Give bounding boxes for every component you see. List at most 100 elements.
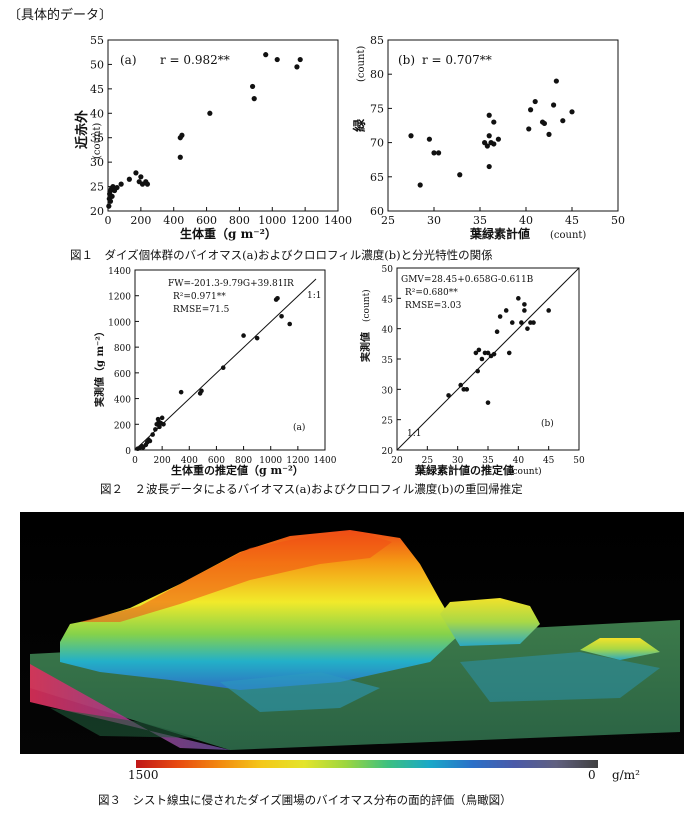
fig2a-ytick-label: 200 <box>114 421 131 431</box>
fig1a-data-point <box>127 177 132 182</box>
fig1a-data-point <box>145 182 150 187</box>
fig2b-data-point <box>480 357 485 362</box>
fig2a-data-point <box>221 365 226 370</box>
fig1a-data-point <box>108 199 113 204</box>
fig1a-data-point <box>250 84 255 89</box>
fig2b-xtick-label: 40 <box>513 456 525 466</box>
fig1b-data-point <box>496 137 501 142</box>
fig1b-data-point <box>427 137 432 142</box>
fig1a-ytick-label: 55 <box>90 34 104 47</box>
fig1b-data-point <box>408 133 413 138</box>
fig2a-data-point <box>199 389 204 394</box>
fig1a-data-point <box>179 133 184 138</box>
fig1a-data-point <box>275 57 280 62</box>
fig2b-ytick-label: 35 <box>382 356 394 366</box>
fig2b-equation: GMV=28.45+0.658G-0.611B <box>401 275 534 285</box>
fig1b-ytick-label: 85 <box>370 34 384 47</box>
fig2a-data-point <box>255 336 260 341</box>
fig1b-data-point <box>546 132 551 137</box>
fig1b-data-point <box>569 109 574 114</box>
fig2b-data-point <box>510 320 515 325</box>
fig1a-xtick-label: 200 <box>130 214 151 227</box>
fig2b-xunit: (count) <box>509 466 542 477</box>
fig2b-data-point <box>486 400 491 405</box>
fig1a-data-point <box>298 57 303 62</box>
fig1a-data-point <box>178 155 183 160</box>
fig1b-data-point <box>491 141 496 146</box>
fig2a-ylabel: 実測値（g m⁻²） <box>93 326 106 407</box>
fig2b-ytick-label: 30 <box>382 386 394 396</box>
fig2a-ytick-label: 1200 <box>108 293 131 303</box>
fig1a-chart: 0 200 400 600 800 1000 1200 1400 20 25 30 35 40 45 50 5… <box>60 24 360 244</box>
fig2a-data-point <box>287 322 292 327</box>
fig1a-xtick-label: 600 <box>196 214 217 227</box>
fig2b-panel-label: (b) <box>541 418 554 429</box>
fig1b-data-point <box>487 133 492 138</box>
fig1a-data-point <box>110 194 115 199</box>
fig2b-data-point <box>477 348 482 353</box>
fig2b-data-point <box>446 393 451 398</box>
fig1a-ytick-label: 20 <box>90 205 104 218</box>
fig1b-data-point <box>554 78 559 83</box>
fig1b-chart: 25 30 35 40 45 50606570758085 (b) r = 0.707**… <box>340 24 680 244</box>
fig1b-ytick-label: 60 <box>370 205 384 218</box>
fig2a-ytick-label: 800 <box>114 344 131 354</box>
fig2a-data-point <box>279 314 284 319</box>
fig1b-ylabel: 緑 <box>352 118 368 132</box>
fig1b-yunit: (count) <box>356 46 367 82</box>
fig1a-xtick-label: 0 <box>105 214 112 227</box>
fig2b-data-point <box>522 302 527 307</box>
fig2b-ytick-label: 45 <box>382 295 394 305</box>
fig2b-data-point <box>525 326 530 331</box>
fig2b-data-point <box>516 296 521 301</box>
fig1a-ytick-label: 45 <box>90 83 104 96</box>
fig2b-xtick-label: 50 <box>573 456 585 466</box>
fig1a-r-annotation: r = 0.982** <box>160 53 230 67</box>
fig2a-ytick-label: 1400 <box>108 267 131 277</box>
fig1b-data-point <box>431 150 436 155</box>
fig1-caption: 図１ ダイズ個体群のバイオマス(a)およびクロロフィル濃度(b)と分光特性の関係 <box>70 247 493 263</box>
fig1b-r-annotation: r = 0.707** <box>422 53 492 67</box>
fig2a-data-point <box>275 296 280 301</box>
fig2b-data-point <box>507 351 512 356</box>
fig1b-data-point <box>418 182 423 187</box>
fig2b-data-point <box>504 308 509 313</box>
fig1b-data-point <box>560 118 565 123</box>
fig2b-yunit: (count) <box>361 289 372 322</box>
fig2a-chart: 0 200 400 600 800 1000 1200 1400 0 200 400 600 800 10… <box>85 262 355 477</box>
fig2b-data-point <box>498 314 503 319</box>
fig1b-panel-label: (b) <box>398 53 415 67</box>
fig2a-xlabel: 生体重の推定値（g m⁻²） <box>171 463 304 477</box>
fig2b-rmse: RMSE=3.03 <box>405 301 462 311</box>
fig1a-data-point <box>138 174 143 179</box>
fig2a-xtick-label: 0 <box>132 456 138 466</box>
fig2b-ylabel: 実測値 <box>359 332 372 362</box>
fig2b-data-point <box>519 320 524 325</box>
fig3-legend-max: 1500 <box>128 768 159 782</box>
fig1b-data-point <box>491 119 496 124</box>
fig1b-data-point <box>542 121 547 126</box>
fig1b-xtick-label: 50 <box>611 214 625 227</box>
fig2a-ytick-label: 400 <box>114 396 131 406</box>
fig2a-ytick-label: 0 <box>125 447 131 457</box>
fig2b-data-point <box>522 308 527 313</box>
fig2a-ytick-label: 600 <box>114 370 131 380</box>
fig2b-data-point <box>492 352 497 357</box>
fig1b-ytick-label: 75 <box>370 102 384 115</box>
fig1b-xtick-label: 30 <box>427 214 441 227</box>
fig1a-ytick-label: 25 <box>90 181 104 194</box>
fig3-legend-unit: g/m² <box>612 768 640 782</box>
fig3-caption: 図３ シスト線虫に侵されたダイズ圃場のバイオマス分布の面的評価（鳥瞰図） <box>98 792 512 808</box>
fig1b-data-point <box>457 172 462 177</box>
fig1b-xtick-label: 35 <box>473 214 487 227</box>
fig2b-r2: R²=0.680** <box>405 288 458 298</box>
fig2a-data-point <box>150 432 155 437</box>
fig1b-data-point <box>551 102 556 107</box>
fig1a-data-point <box>106 204 111 209</box>
fig2b-chart: 20 25 30 35 40 45 5020253035404550 GMV=28.45+0… <box>355 262 595 477</box>
fig1b-xtick-label: 40 <box>519 214 533 227</box>
fig2a-data-point <box>241 333 246 338</box>
fig2b-one-to-one-label: 1:1 <box>407 429 421 439</box>
fig1b-xlabel: 葉緑素計値 <box>469 226 530 241</box>
fig1a-data-point <box>133 170 138 175</box>
